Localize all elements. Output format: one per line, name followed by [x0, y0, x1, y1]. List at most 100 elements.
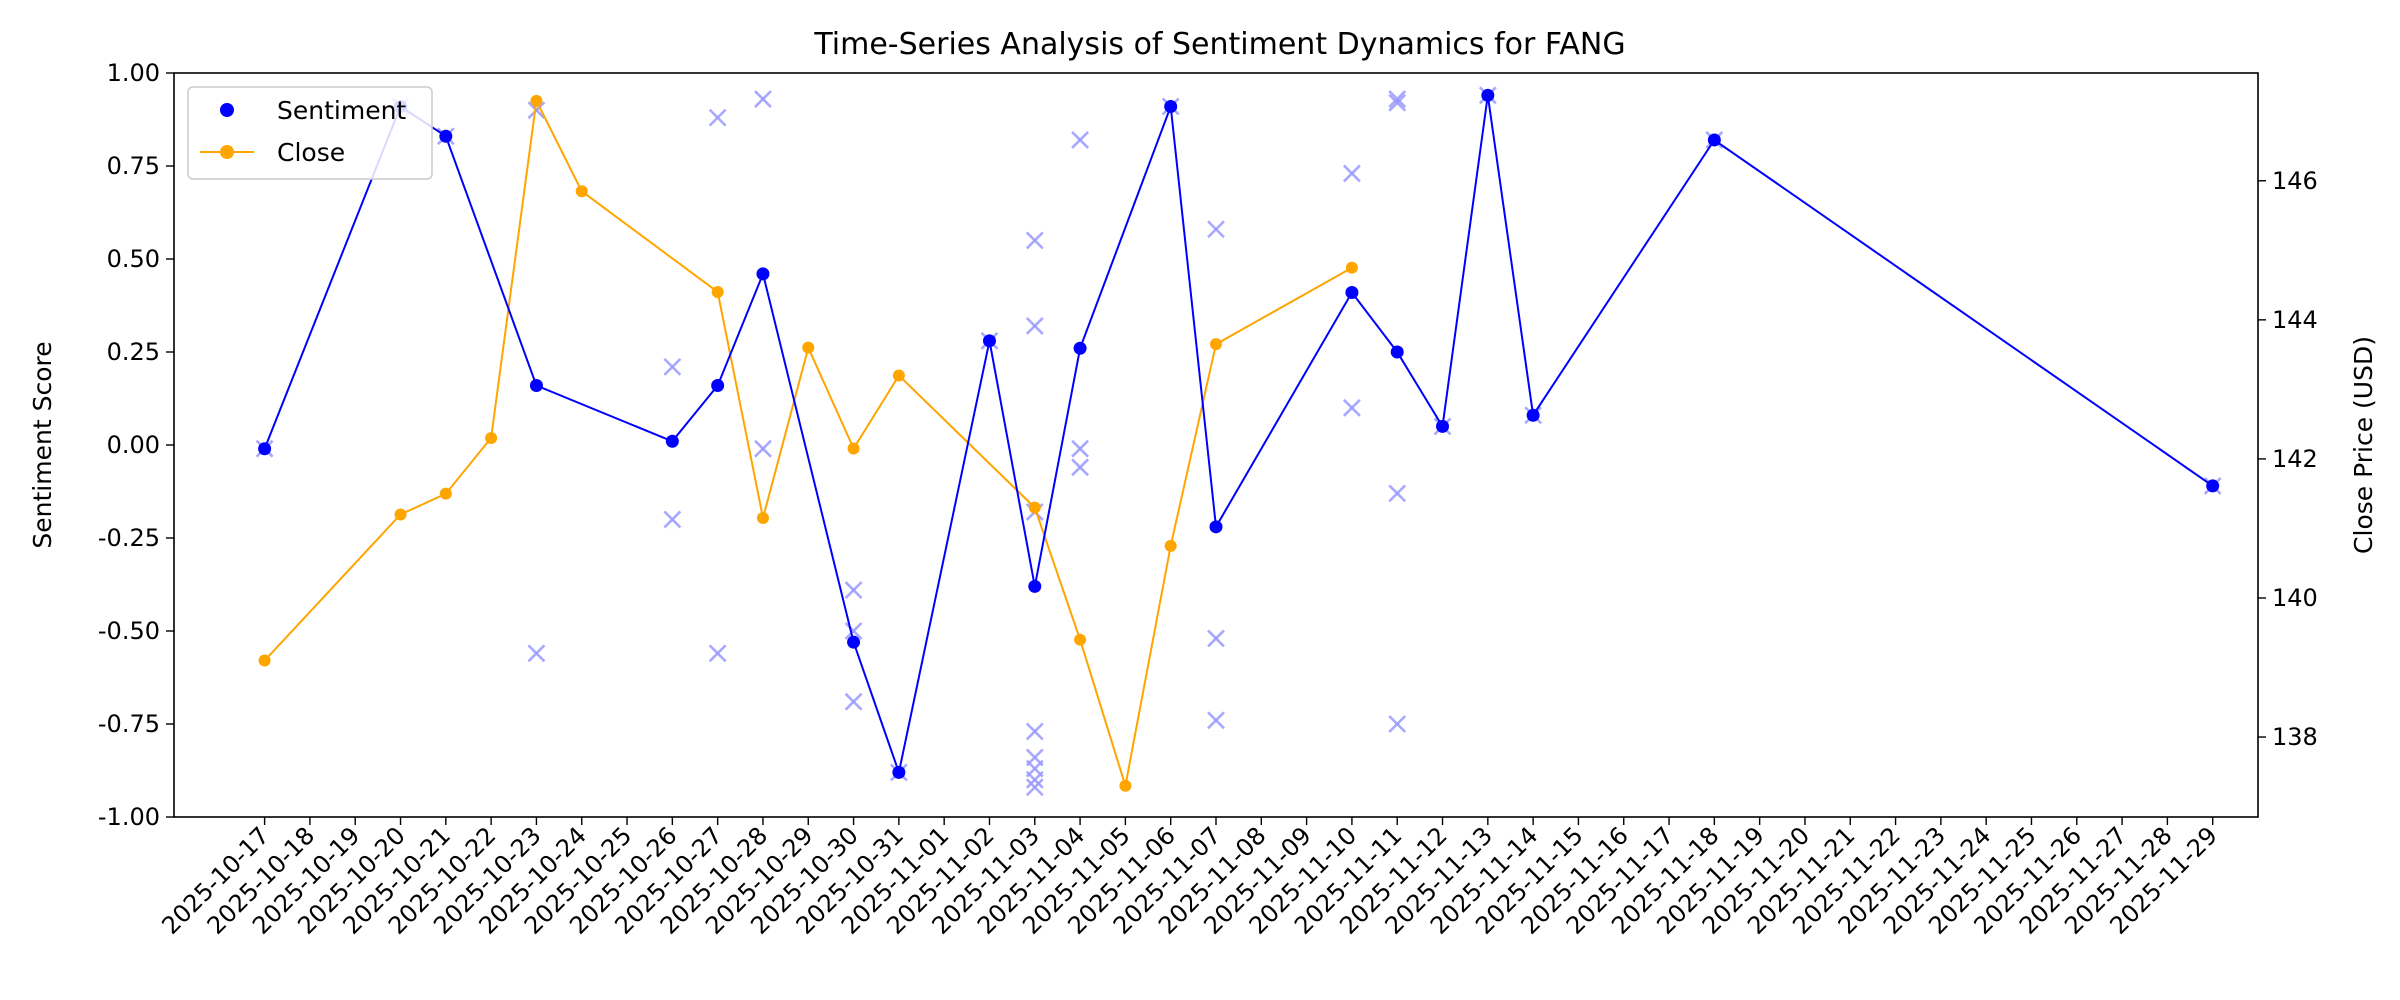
raw-sentiment-point [527, 644, 546, 663]
raw-point-stroke [527, 101, 546, 120]
raw-point-stroke [1207, 629, 1225, 648]
sentiment-point [1028, 579, 1042, 593]
close-point [394, 508, 407, 521]
raw-point-stroke [1071, 131, 1090, 149]
raw-point-stroke [1207, 220, 1225, 239]
close-point [1074, 633, 1087, 646]
raw-sentiment-point [1071, 439, 1090, 458]
raw-sentiment-point [1025, 231, 1044, 250]
y-left-tick-label: 0.75 [107, 152, 160, 180]
sentiment-point [1345, 285, 1359, 299]
raw-sentiment-point [844, 581, 863, 599]
close-point [892, 369, 905, 382]
raw-sentiment-point [527, 101, 546, 120]
raw-point-stroke [1342, 398, 1361, 417]
sentiment-point [982, 334, 996, 348]
sentiment-line [263, 95, 2214, 777]
raw-point-stroke [1025, 778, 1044, 797]
raw-sentiment-point [1071, 131, 1090, 149]
close-point [530, 94, 543, 107]
sentiment-point [1707, 133, 1721, 147]
raw-sentiment-point [1342, 398, 1361, 417]
raw-point-stroke [844, 581, 863, 599]
raw-point-stroke [754, 439, 772, 458]
legend-sentiment-label: Sentiment [277, 96, 406, 125]
y-right-tick-label: 138 [2272, 723, 2318, 751]
raw-point-stroke [844, 692, 863, 711]
raw-sentiment-markers [255, 86, 2222, 797]
raw-point-stroke [1207, 711, 1225, 730]
y-right-tick-label: 142 [2272, 445, 2318, 473]
raw-point-stroke [1025, 770, 1044, 789]
raw-sentiment-point [1071, 458, 1090, 477]
raw-sentiment-point [708, 644, 727, 663]
raw-point-stroke [708, 644, 727, 663]
raw-point-stroke [1342, 164, 1361, 183]
sentiment-point [892, 765, 906, 779]
raw-sentiment-point [754, 439, 772, 458]
sentiment-series [258, 88, 2220, 779]
raw-sentiment-point [844, 622, 863, 640]
y-axis-left-label: Sentiment Score [28, 341, 57, 548]
raw-point-stroke [1388, 484, 1407, 503]
sentiment-point [711, 378, 725, 392]
raw-sentiment-point [1207, 711, 1225, 730]
close-point [1119, 779, 1132, 792]
legend-close-label: Close [277, 138, 345, 167]
close-point [575, 185, 588, 198]
raw-point-stroke [1071, 458, 1090, 477]
raw-sentiment-point [1207, 629, 1225, 648]
close-line [263, 97, 1353, 786]
raw-point-stroke [1025, 317, 1044, 335]
y-left-tick-label: -0.75 [98, 710, 160, 738]
raw-sentiment-point [1388, 484, 1407, 503]
y-left-tick-label: -1.00 [98, 803, 160, 831]
y-left-tick-label: 1.00 [107, 59, 160, 87]
close-point [485, 432, 498, 445]
sentiment-point [1164, 99, 1178, 113]
raw-sentiment-point [1025, 317, 1044, 335]
sentiment-point [1390, 345, 1404, 359]
close-point [439, 487, 452, 500]
raw-point-stroke [663, 357, 682, 376]
sentiment-point [1209, 520, 1223, 534]
raw-sentiment-point [1207, 220, 1225, 239]
raw-sentiment-point [754, 90, 772, 108]
sentiment-point [1481, 88, 1495, 102]
y-left-tick-label: -0.25 [98, 524, 160, 552]
close-point [847, 442, 860, 455]
sentiment-point [1526, 408, 1540, 422]
raw-point-stroke [708, 108, 727, 127]
close-series [258, 94, 1358, 792]
close-point [1345, 261, 1358, 274]
sentiment-point [665, 434, 679, 448]
sentiment-point [1073, 341, 1087, 355]
raw-sentiment-point [1388, 90, 1407, 108]
close-point [1028, 501, 1041, 514]
x-axis: 2025-10-172025-10-182025-10-192025-10-20… [156, 817, 2223, 940]
legend: Sentiment Close [187, 86, 433, 180]
raw-point-stroke [1025, 231, 1044, 250]
legend-close-marker [220, 145, 234, 159]
raw-sentiment-point [1025, 722, 1044, 741]
y-right-tick-label: 140 [2272, 584, 2318, 612]
raw-point-stroke [663, 510, 682, 529]
y-left-tick-label: -0.50 [98, 617, 160, 645]
raw-point-stroke [527, 644, 546, 663]
raw-point-stroke [1388, 90, 1407, 108]
raw-sentiment-point [663, 357, 682, 376]
sentiment-point [258, 442, 272, 456]
raw-point-stroke [1071, 439, 1090, 458]
close-point [1210, 338, 1222, 351]
y-axis-right-label: Close Price (USD) [2349, 336, 2378, 554]
legend-sentiment-marker [220, 103, 234, 117]
y-left-tick-label: 0.50 [107, 245, 160, 273]
plot-frame [173, 72, 2259, 818]
close-point [802, 341, 815, 354]
raw-point-stroke [1388, 715, 1407, 733]
raw-sentiment-point [1388, 93, 1407, 112]
sentiment-point [847, 635, 861, 649]
raw-point-stroke [1388, 93, 1407, 112]
close-point [1164, 539, 1177, 552]
